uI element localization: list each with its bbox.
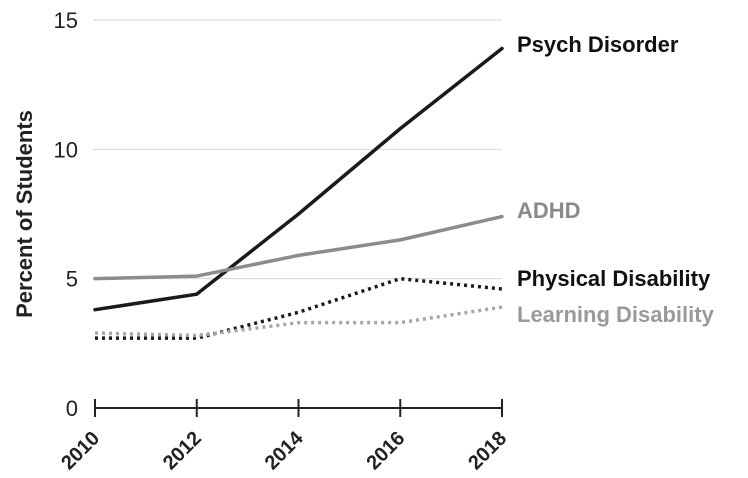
x-tick-label: 2014 (261, 427, 309, 475)
x-axis (94, 399, 503, 417)
y-tick-label: 5 (66, 267, 78, 292)
x-tick-label: 2010 (57, 427, 104, 474)
x-tick-label: 2012 (159, 427, 206, 474)
series-line-learning-disability (94, 305, 503, 338)
series-line-psych-disorder (93, 46, 504, 312)
y-axis-ticks: 0 5 10 15 (54, 8, 78, 421)
series-label-psych-disorder: Psych Disorder (517, 32, 679, 57)
series-label-learning-disability: Learning Disability (517, 302, 715, 327)
x-tick-label: 2016 (362, 427, 409, 474)
series-labels: Psych Disorder ADHD Physical Disability Lea… (517, 32, 715, 327)
y-tick-label: 15 (54, 8, 78, 33)
series-line-physical-disability (95, 276, 503, 340)
x-axis-ticks: 2010 2012 2014 2016 2018 (57, 427, 511, 475)
y-axis-label: Percent of Students (12, 110, 37, 318)
series-label-physical-disability: Physical Disability (517, 266, 711, 291)
x-tick-label: 2018 (464, 427, 511, 474)
series-label-adhd: ADHD (517, 198, 581, 223)
y-tick-label: 10 (54, 137, 78, 162)
y-tick-label: 0 (66, 396, 78, 421)
grid-lines (93, 19, 502, 280)
series-line-adhd (93, 214, 504, 281)
series-lines (93, 46, 504, 340)
